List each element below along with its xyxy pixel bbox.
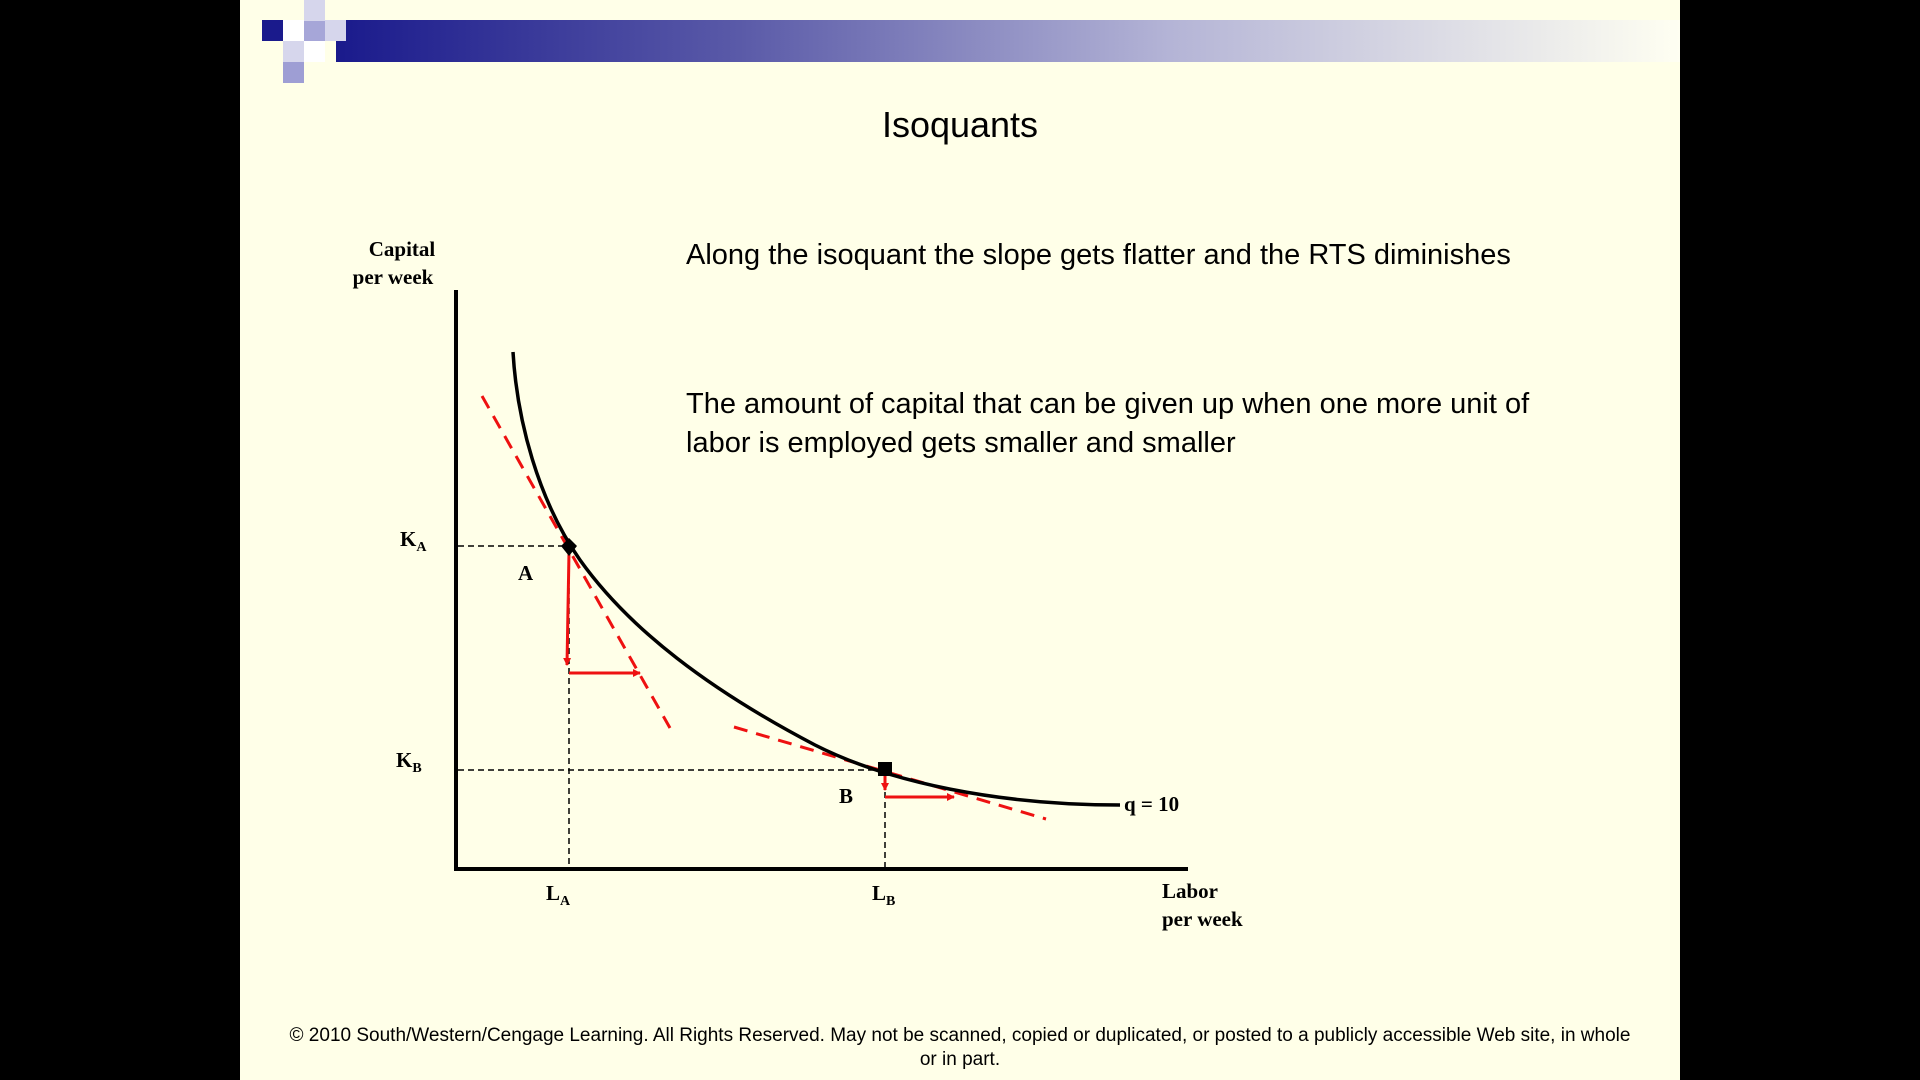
la-label-sub: A: [560, 894, 571, 909]
lb-label-main: L: [872, 881, 886, 905]
ka-label: KA: [400, 527, 427, 555]
kb-label: KB: [396, 748, 422, 776]
ka-label-main: K: [400, 527, 417, 551]
y-axis-label-line1: Capital: [369, 237, 436, 261]
header-decor-square: [304, 20, 325, 41]
footer-line2: or in part.: [919, 1049, 1001, 1070]
slide-title: Isoquants: [881, 104, 1039, 145]
header-gradient-band: [336, 20, 1680, 62]
header-decor-square: [304, 0, 325, 21]
header-decor-square: [283, 62, 304, 83]
isoquant-curve: [511, 351, 1121, 807]
body-text-slope: Along the isoquant the slope gets flatte…: [686, 239, 1511, 271]
isoquant-label: q = 10: [1124, 792, 1179, 816]
body-text-capital-line1: The amount of capital that can be given …: [686, 388, 1530, 420]
tangent-line-a: [480, 395, 672, 729]
isoquant-diagram: Capital per week Labor per week KA KB LA…: [353, 237, 1243, 931]
header-decor-square: [283, 20, 304, 41]
body-text-capital: The amount of capital that can be given …: [686, 385, 1529, 463]
y-axis-label-line2: per week: [353, 265, 434, 289]
point-a-marker: [561, 538, 577, 556]
header-decor-square: [262, 20, 283, 41]
copyright-footer: © 2010 South/Western/Cengage Learning. A…: [240, 1024, 1680, 1072]
slide: Isoquants Along the isoquant the slope g…: [240, 0, 1680, 1080]
kb-label-sub: B: [412, 761, 421, 776]
ka-label-sub: A: [416, 540, 427, 555]
header-decor-square: [325, 20, 346, 41]
x-axis-label-line1: Labor: [1162, 879, 1218, 903]
point-a-label: A: [518, 561, 534, 585]
lb-label: LB: [872, 881, 895, 909]
header-decor-square: [304, 41, 325, 62]
body-text-capital-line2: labor is employed gets smaller and small…: [686, 427, 1236, 459]
header-decor-square: [283, 41, 304, 62]
kb-label-main: K: [396, 748, 413, 772]
x-axis-label-line2: per week: [1162, 907, 1243, 931]
capital-decrease-arrow-a: [563, 551, 572, 666]
la-label-main: L: [546, 881, 560, 905]
point-b-label: B: [839, 784, 853, 808]
la-label: LA: [546, 881, 571, 909]
point-b-marker: [878, 762, 892, 776]
footer-line1: © 2010 South/Western/Cengage Learning. A…: [289, 1025, 1631, 1046]
lb-label-sub: B: [886, 894, 895, 909]
